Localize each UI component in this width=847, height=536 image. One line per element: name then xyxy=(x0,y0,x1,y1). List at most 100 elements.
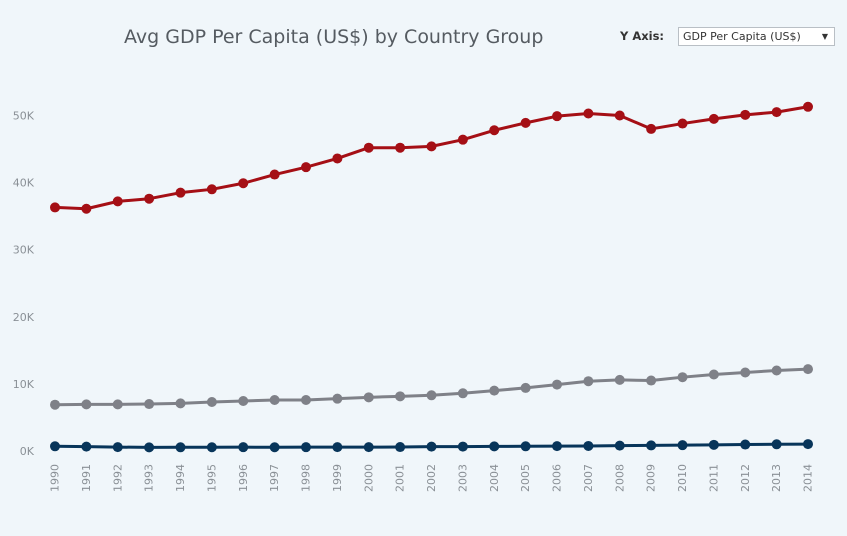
x-tick-label: 2014 xyxy=(802,464,815,492)
data-point[interactable] xyxy=(803,364,813,374)
data-point[interactable] xyxy=(583,108,593,118)
data-point[interactable] xyxy=(144,399,154,409)
data-point[interactable] xyxy=(176,188,186,198)
data-point[interactable] xyxy=(803,439,813,449)
x-tick-label: 2003 xyxy=(456,464,469,492)
y-tick-label: 50K xyxy=(13,110,35,123)
data-point[interactable] xyxy=(427,141,437,151)
x-tick-label: 1991 xyxy=(80,464,93,492)
data-point[interactable] xyxy=(395,143,405,153)
data-point[interactable] xyxy=(81,204,91,214)
data-point[interactable] xyxy=(270,170,280,180)
data-point[interactable] xyxy=(238,396,248,406)
x-tick-label: 2005 xyxy=(519,464,532,492)
data-point[interactable] xyxy=(332,394,342,404)
data-point[interactable] xyxy=(458,135,468,145)
data-point[interactable] xyxy=(521,383,531,393)
data-point[interactable] xyxy=(207,397,217,407)
data-point[interactable] xyxy=(238,442,248,452)
x-tick-label: 2011 xyxy=(707,464,720,492)
y-tick-label: 30K xyxy=(13,244,35,257)
data-point[interactable] xyxy=(427,442,437,452)
data-point[interactable] xyxy=(301,162,311,172)
data-point[interactable] xyxy=(803,102,813,112)
data-point[interactable] xyxy=(395,391,405,401)
data-point[interactable] xyxy=(458,388,468,398)
data-point[interactable] xyxy=(458,442,468,452)
data-point[interactable] xyxy=(552,380,562,390)
x-tick-label: 1999 xyxy=(331,464,344,492)
data-point[interactable] xyxy=(113,196,123,206)
x-tick-label: 2001 xyxy=(394,464,407,492)
data-point[interactable] xyxy=(678,440,688,450)
data-point[interactable] xyxy=(740,110,750,120)
data-point[interactable] xyxy=(238,178,248,188)
data-point[interactable] xyxy=(678,119,688,129)
data-point[interactable] xyxy=(709,114,719,124)
x-tick-label: 2008 xyxy=(613,464,626,492)
data-point[interactable] xyxy=(678,372,688,382)
data-point[interactable] xyxy=(489,386,499,396)
y-tick-label: 10K xyxy=(13,378,35,391)
data-point[interactable] xyxy=(772,439,782,449)
data-point[interactable] xyxy=(270,395,280,405)
data-point[interactable] xyxy=(615,441,625,451)
data-point[interactable] xyxy=(521,441,531,451)
data-point[interactable] xyxy=(395,442,405,452)
data-point[interactable] xyxy=(615,111,625,121)
x-tick-label: 1992 xyxy=(111,464,124,492)
data-point[interactable] xyxy=(772,107,782,117)
data-point[interactable] xyxy=(50,202,60,212)
data-point[interactable] xyxy=(552,111,562,121)
data-point[interactable] xyxy=(427,390,437,400)
data-point[interactable] xyxy=(113,399,123,409)
line-chart: 0K10K20K30K40K50K1990 1991 1992 1993 1994 199… xyxy=(0,0,847,536)
data-point[interactable] xyxy=(709,370,719,380)
data-point[interactable] xyxy=(332,153,342,163)
x-tick-label: 2012 xyxy=(739,464,752,492)
data-point[interactable] xyxy=(772,365,782,375)
data-point[interactable] xyxy=(364,442,374,452)
x-tick-label: 1996 xyxy=(237,464,250,492)
data-point[interactable] xyxy=(646,376,656,386)
y-tick-label: 40K xyxy=(13,177,35,190)
y-tick-label: 20K xyxy=(13,311,35,324)
data-point[interactable] xyxy=(646,440,656,450)
x-tick-label: 1997 xyxy=(268,464,281,492)
data-point[interactable] xyxy=(489,441,499,451)
data-point[interactable] xyxy=(144,442,154,452)
data-point[interactable] xyxy=(521,118,531,128)
x-tick-label: 1990 xyxy=(49,464,62,492)
data-point[interactable] xyxy=(740,367,750,377)
data-point[interactable] xyxy=(176,398,186,408)
y-tick-label: 0K xyxy=(20,445,35,458)
data-point[interactable] xyxy=(144,194,154,204)
data-point[interactable] xyxy=(81,399,91,409)
data-point[interactable] xyxy=(583,376,593,386)
data-point[interactable] xyxy=(615,375,625,385)
data-point[interactable] xyxy=(364,392,374,402)
data-point[interactable] xyxy=(50,441,60,451)
data-point[interactable] xyxy=(50,400,60,410)
x-tick-label: 1995 xyxy=(205,464,218,492)
data-point[interactable] xyxy=(583,441,593,451)
data-point[interactable] xyxy=(81,442,91,452)
data-point[interactable] xyxy=(207,442,217,452)
data-point[interactable] xyxy=(301,442,311,452)
data-point[interactable] xyxy=(113,442,123,452)
x-tick-label: 2006 xyxy=(551,464,564,492)
x-tick-label: 1993 xyxy=(143,464,156,492)
data-point[interactable] xyxy=(740,440,750,450)
data-point[interactable] xyxy=(207,184,217,194)
data-point[interactable] xyxy=(646,124,656,134)
data-point[interactable] xyxy=(552,441,562,451)
data-point[interactable] xyxy=(332,442,342,452)
data-point[interactable] xyxy=(364,143,374,153)
x-tick-label: 2009 xyxy=(645,464,658,492)
data-point[interactable] xyxy=(709,440,719,450)
chart-page: Avg GDP Per Capita (US$) by Country Grou… xyxy=(0,0,847,536)
data-point[interactable] xyxy=(489,125,499,135)
data-point[interactable] xyxy=(176,442,186,452)
data-point[interactable] xyxy=(270,442,280,452)
data-point[interactable] xyxy=(301,395,311,405)
